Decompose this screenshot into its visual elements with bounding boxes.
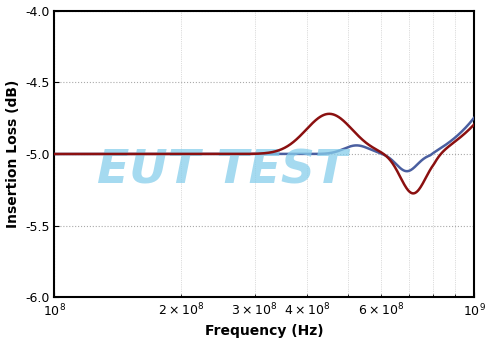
- X-axis label: Frequency (Hz): Frequency (Hz): [205, 324, 324, 338]
- Text: EUT TEST: EUT TEST: [97, 149, 347, 194]
- Y-axis label: Insertion Loss (dB): Insertion Loss (dB): [5, 80, 20, 228]
